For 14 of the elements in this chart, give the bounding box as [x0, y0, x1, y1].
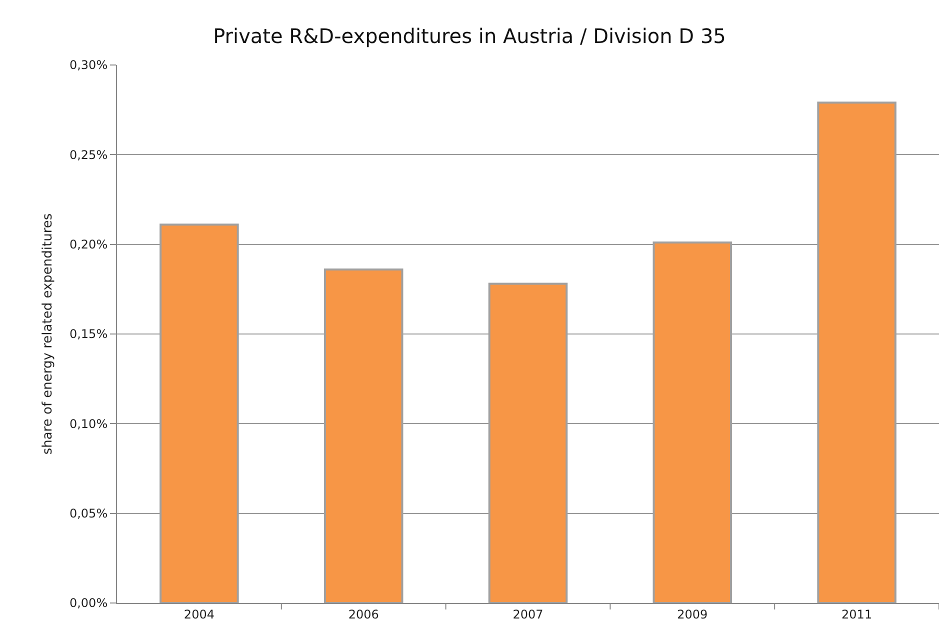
x-tick-label: 2004: [184, 607, 214, 622]
x-tick-label: 2009: [677, 607, 708, 622]
x-tick-label: 2007: [512, 607, 544, 622]
x-tick-label: 2006: [348, 607, 379, 622]
y-tick-label: 0,20%: [69, 238, 108, 252]
y-tick-label: 0,25%: [69, 148, 108, 162]
y-tick-label: 0,10%: [69, 416, 108, 431]
y-tick-label: 0,30%: [69, 58, 108, 72]
chart-title: Private R&D-expenditures in Austria / Division D 35: [213, 24, 726, 48]
y-tick-label: 0,00%: [69, 596, 108, 610]
x-tick-label: 2011: [842, 607, 872, 622]
y-axis-title: share of energy related expenditures: [40, 213, 56, 455]
y-tick-label: 0,05%: [69, 506, 108, 521]
y-tick-label: 0,15%: [69, 327, 108, 342]
